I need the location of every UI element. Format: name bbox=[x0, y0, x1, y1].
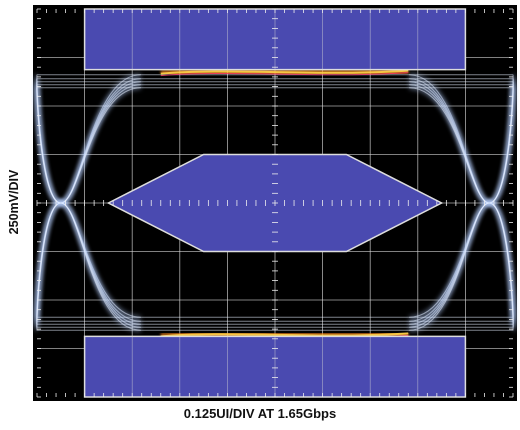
hot-trace-edge-top bbox=[160, 72, 409, 77]
y-axis-label: 250mV/DIV bbox=[7, 169, 21, 235]
eye-trace bbox=[36, 87, 141, 331]
eye-trace bbox=[409, 87, 514, 331]
hot-trace-core-top bbox=[160, 69, 409, 75]
axis-ticks bbox=[36, 8, 514, 398]
hot-trace-core-bottom bbox=[160, 332, 409, 338]
x-axis-label: 0.125UI/DIV AT 1.65Gbps bbox=[183, 406, 337, 421]
transition-hotspots bbox=[160, 67, 409, 340]
